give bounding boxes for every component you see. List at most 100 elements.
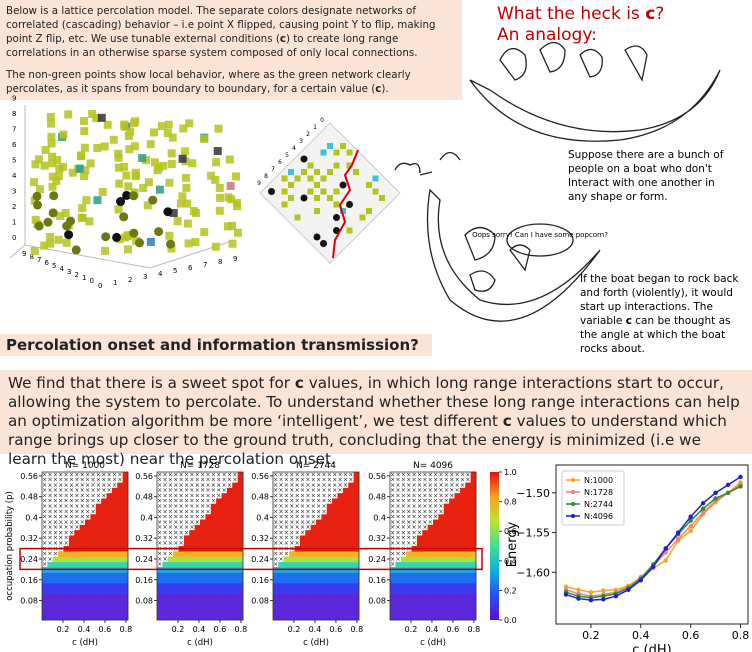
empty-cell: × bbox=[179, 477, 184, 484]
heat-cell bbox=[63, 572, 70, 579]
lattice-site bbox=[366, 208, 372, 214]
empty-cell: × bbox=[173, 508, 178, 515]
heat-cell bbox=[101, 583, 107, 589]
lattice-site bbox=[148, 195, 158, 205]
empty-cell: × bbox=[401, 529, 406, 536]
heat-cell bbox=[232, 556, 238, 563]
heat-cell bbox=[122, 609, 129, 616]
heat-cell bbox=[459, 556, 466, 563]
empty-cell: × bbox=[300, 529, 305, 536]
heat-cell bbox=[348, 551, 354, 557]
heat-cell bbox=[117, 493, 123, 499]
tick-label: 7 bbox=[37, 256, 41, 264]
lattice-site bbox=[40, 241, 49, 250]
heat-cell bbox=[58, 593, 64, 600]
heat-cell bbox=[173, 556, 179, 563]
heat-cell bbox=[443, 551, 450, 557]
heat-cell bbox=[353, 577, 360, 584]
heat-cell bbox=[454, 604, 461, 610]
heat-cell bbox=[167, 561, 174, 568]
lattice-site bbox=[163, 129, 172, 138]
lattice-site bbox=[54, 172, 63, 181]
heat-cell bbox=[42, 572, 48, 579]
empty-cell: × bbox=[179, 498, 184, 505]
empty-cell: × bbox=[157, 535, 162, 542]
heat-cell bbox=[68, 551, 75, 557]
empty-cell: × bbox=[200, 492, 205, 499]
lattice-site bbox=[314, 195, 320, 201]
heat-cell bbox=[52, 588, 59, 594]
lattice-site bbox=[98, 187, 107, 196]
empty-cell: × bbox=[295, 524, 300, 531]
heat-cell bbox=[454, 614, 461, 621]
heat-cell bbox=[433, 609, 439, 616]
lattice-site bbox=[228, 221, 237, 230]
heat-cell bbox=[459, 561, 466, 568]
heat-cell bbox=[111, 556, 118, 563]
empty-cell: × bbox=[112, 471, 117, 478]
empty-cell: × bbox=[327, 498, 332, 505]
y-tick-label: −1.55 bbox=[516, 527, 550, 540]
empty-cell: × bbox=[316, 498, 321, 505]
empty-cell: × bbox=[449, 482, 454, 489]
empty-cell: × bbox=[58, 535, 63, 542]
heat-cell bbox=[273, 588, 279, 594]
empty-cell: × bbox=[412, 471, 417, 478]
colorbar-tick-label: 1.0 bbox=[504, 468, 517, 477]
heat-cell bbox=[289, 556, 295, 563]
heat-cell bbox=[470, 514, 477, 520]
empty-cell: × bbox=[42, 524, 47, 531]
heat-cell bbox=[183, 593, 190, 600]
lattice-site bbox=[103, 120, 112, 129]
heat-cell bbox=[117, 561, 123, 568]
heat-cell bbox=[173, 583, 179, 589]
heat-cell bbox=[299, 551, 306, 557]
heat-cell bbox=[74, 598, 80, 605]
heat-cell bbox=[95, 524, 102, 531]
empty-cell: × bbox=[64, 492, 69, 499]
empty-cell: × bbox=[316, 514, 321, 521]
lattice-site bbox=[281, 188, 288, 195]
point bbox=[601, 597, 606, 602]
heat-cell bbox=[221, 609, 228, 616]
empty-cell: × bbox=[101, 477, 106, 484]
empty-cell: × bbox=[284, 524, 289, 531]
heat-cell bbox=[465, 482, 471, 489]
heat-cell bbox=[422, 609, 428, 616]
heat-cell bbox=[310, 604, 317, 610]
empty-cell: × bbox=[195, 503, 200, 510]
heat-cell bbox=[232, 551, 238, 557]
heat-cell bbox=[183, 561, 190, 568]
heat-cell bbox=[465, 609, 471, 616]
empty-cell: × bbox=[173, 471, 178, 478]
heat-cell bbox=[200, 598, 206, 605]
lattice-site bbox=[232, 172, 241, 181]
empty-cell: × bbox=[168, 492, 173, 499]
heat-cell bbox=[226, 572, 233, 579]
heat-cell bbox=[305, 588, 311, 594]
panel-frame bbox=[272, 471, 360, 621]
lattice-site bbox=[101, 246, 110, 255]
empty-cell: × bbox=[80, 482, 85, 489]
empty-cell: × bbox=[295, 514, 300, 521]
point bbox=[588, 597, 594, 603]
empty-cell: × bbox=[206, 508, 211, 515]
empty-cell: × bbox=[449, 492, 454, 499]
heat-cell bbox=[332, 519, 338, 526]
empty-cell: × bbox=[311, 492, 316, 499]
heat-cell bbox=[400, 609, 407, 616]
empty-cell: × bbox=[96, 498, 101, 505]
empty-cell: × bbox=[412, 482, 417, 489]
empty-cell: × bbox=[390, 514, 395, 521]
heat-cell bbox=[106, 530, 113, 536]
heat-cell bbox=[237, 472, 244, 478]
heat-cell bbox=[337, 535, 344, 542]
heat-cell bbox=[90, 540, 97, 547]
heat-cell bbox=[406, 593, 412, 600]
y-tick-label: 0.16 bbox=[135, 576, 153, 585]
heat-cell bbox=[316, 556, 322, 563]
heat-cell bbox=[454, 514, 461, 520]
empty-cell: × bbox=[96, 471, 101, 478]
heat-cell bbox=[316, 577, 322, 584]
heat-cell bbox=[68, 598, 75, 605]
